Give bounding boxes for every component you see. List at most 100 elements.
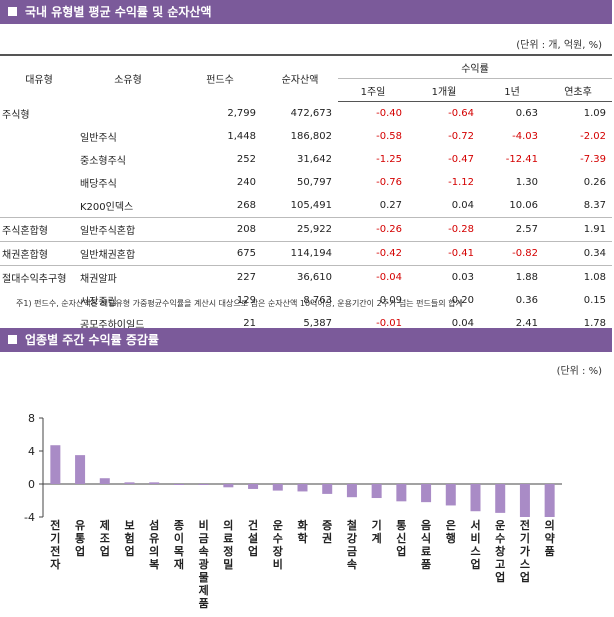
table-row: 시장중립 129 8,763 0.09 0.20 0.36 0.15 (0, 289, 612, 312)
cell-y1: 0.36 (515, 295, 538, 306)
header-net-assets: 순자산액 (262, 54, 338, 102)
cell-y1: 1.30 (515, 177, 538, 188)
bar (322, 484, 333, 494)
cell-w1: 0.09 (379, 295, 402, 306)
cell-y1: -12.41 (505, 154, 538, 165)
header-1m: 1개월 (408, 78, 480, 102)
cell-subtype: K200인덱스 (80, 202, 134, 213)
header-type: 대유형 (0, 54, 78, 102)
cell-ytd: -7.39 (580, 154, 606, 165)
table-row: 중소형주식 252 31,642 -1.25 -0.47 -12.41 -7.39 (0, 148, 612, 171)
cell-net-assets: 105,491 (290, 200, 332, 211)
cell-ytd: 1.08 (544, 265, 612, 289)
cell-net-assets: 472,673 (290, 107, 332, 119)
y-tick-label: 0 (28, 478, 35, 491)
bar (519, 484, 530, 517)
sector-bar-chart: 8 4 0 -4 전 기 전 자 유 통 업 제 조 업 보 험 업 섬 유 의 복 종 이 목 재 비 금 속 광 물 제 품 의 료 정 밀 건 설 업… (24, 412, 562, 610)
cell-subtype: 채권알파 (78, 265, 178, 289)
bar (346, 484, 357, 498)
table-row: 일반주식 1,448 186,802 -0.58 -0.72 -4.03 -2.02 (0, 125, 612, 148)
cell-w1: -0.26 (338, 217, 408, 242)
cell-m1: -0.47 (448, 154, 474, 165)
cell-net-assets: 50,797 (297, 177, 332, 188)
cell-y1: -4.03 (512, 131, 538, 142)
bar (445, 484, 456, 506)
cell-type: 주식혼합형 (0, 217, 78, 242)
cell-y1: -0.82 (480, 241, 544, 266)
chart-unit-label: (단위 : %) (556, 366, 602, 377)
cell-type (0, 148, 78, 171)
cell-ytd: -2.02 (580, 131, 606, 142)
bar (149, 482, 160, 484)
bar (50, 445, 61, 484)
bar (421, 484, 432, 503)
y-tick-label: 8 (28, 412, 35, 425)
cell-type: 채권혼합형 (0, 241, 78, 266)
cell-subtype (78, 102, 178, 126)
cell-net-assets: 36,610 (262, 265, 338, 289)
cell-w1: -0.42 (338, 241, 408, 266)
header-1y: 1년 (480, 78, 544, 102)
cell-w1: 0.27 (379, 200, 402, 211)
bar (470, 484, 481, 512)
cell-subtype: 일반채권혼합 (78, 241, 178, 266)
square-bullet-icon (8, 335, 17, 344)
cell-subtype: 중소형주식 (80, 156, 126, 167)
table-row: 절대수익추구형 채권알파 227 36,610 -0.04 0.03 1.88 1.08 (0, 265, 612, 289)
table-row: 주식혼합형 일반주식혼합 208 25,922 -0.26 -0.28 2.57 1.91 (0, 217, 612, 242)
table-row: K200인덱스 268 105,491 0.27 0.04 10.06 8.37 (0, 194, 612, 218)
table-footnote: 주1) 펀드수, 순자산액은 해당유형 가중평균수익률을 계산시 대상으로 삼은… (16, 299, 463, 308)
cell-w1: -0.76 (376, 177, 402, 188)
bar (99, 478, 110, 484)
cell-subtype: 일반주식 (80, 133, 117, 144)
cell-y1: 0.63 (515, 108, 538, 119)
section1-title-text: 국내 유형별 평균 수익률 및 순자산액 (25, 5, 212, 19)
cell-m1: -0.28 (408, 217, 480, 242)
cell-m1: 0.03 (408, 265, 480, 289)
cell-type (0, 171, 78, 194)
cell-net-assets: 31,642 (297, 154, 332, 165)
cell-type (0, 125, 78, 148)
cell-m1: -0.41 (408, 241, 480, 266)
cell-y1: 1.88 (480, 265, 544, 289)
cell-net-assets: 186,802 (290, 131, 332, 142)
y-tick-label: 4 (28, 445, 35, 458)
bar (124, 482, 135, 484)
bar (198, 484, 209, 485)
cell-ytd: 8.37 (583, 200, 606, 211)
header-funds: 펀드수 (178, 54, 262, 102)
header-returns: 수익률 (338, 54, 612, 79)
cell-m1: 0.04 (451, 200, 474, 211)
cell-ytd: 1.09 (583, 108, 606, 119)
cell-ytd: 0.34 (544, 241, 612, 266)
cell-subtype: 배당주식 (80, 179, 117, 190)
cell-funds: 252 (236, 154, 256, 165)
y-tick-label: -4 (24, 511, 35, 524)
section-title-fund-returns: 국내 유형별 평균 수익률 및 순자산액 (0, 0, 612, 24)
bar (297, 484, 308, 492)
cell-m1: -0.72 (448, 131, 474, 142)
cell-funds: 268 (236, 200, 256, 211)
cell-m1: -1.12 (448, 177, 474, 188)
bar (173, 484, 184, 485)
bar (272, 484, 283, 491)
fund-returns-table: 대유형 소유형 펀드수 순자산액 수익률 1주일 1개월 1년 연초후 주식형 2… (0, 54, 612, 336)
table-row: 주식형 2,799 472,673 -0.40 -0.64 0.63 1.09 (0, 102, 612, 126)
cell-net-assets: 114,194 (262, 241, 338, 266)
header-1w: 1주일 (338, 78, 408, 102)
cell-y1: 2.57 (480, 217, 544, 242)
cell-w1: -0.40 (376, 108, 402, 119)
